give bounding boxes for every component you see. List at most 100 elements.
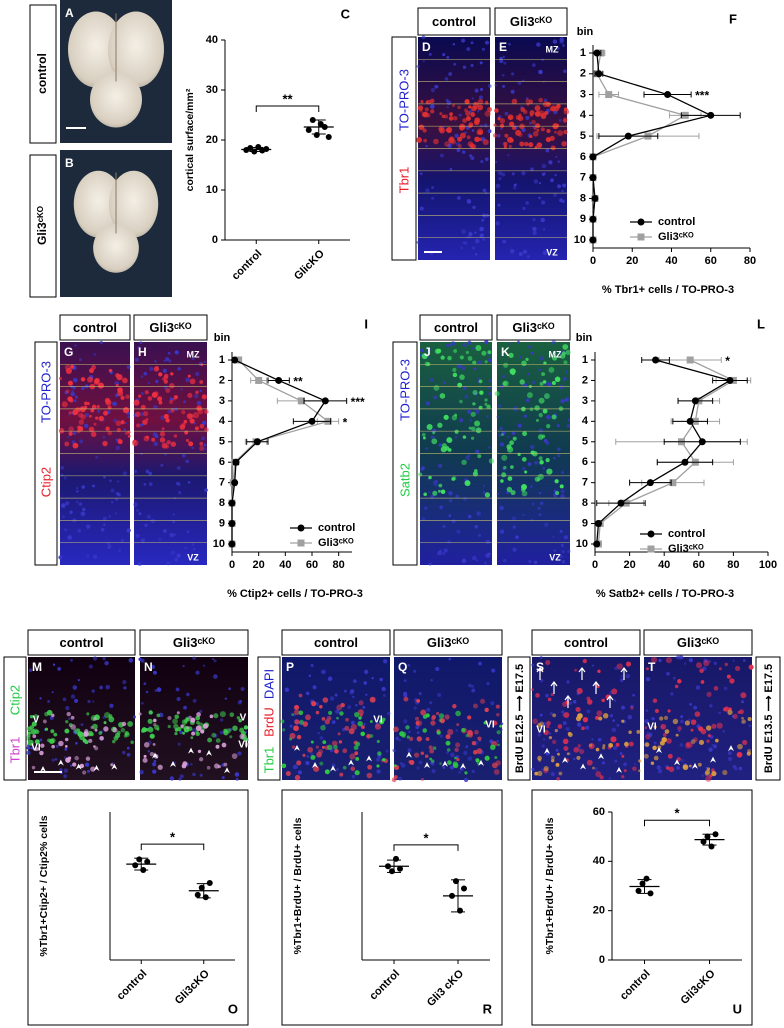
- cell: [484, 398, 488, 402]
- cell: [213, 674, 218, 679]
- cell: [60, 466, 65, 470]
- cell: [519, 379, 525, 385]
- cell: [419, 109, 423, 113]
- cell: [495, 183, 501, 189]
- cell: [414, 752, 420, 758]
- cell: [713, 661, 717, 665]
- cell: [450, 752, 455, 758]
- cell: [112, 727, 118, 733]
- layer-label: VI: [485, 720, 495, 731]
- cell: [487, 350, 492, 355]
- cell: [115, 383, 119, 387]
- y-tick-label: 7: [219, 477, 225, 489]
- cell: [574, 668, 578, 672]
- cell: [26, 750, 31, 756]
- cell: [183, 705, 187, 710]
- cell: [219, 730, 224, 735]
- cell: [392, 748, 396, 753]
- data-point: [635, 887, 642, 894]
- cell: [525, 201, 530, 205]
- cell: [698, 726, 704, 732]
- cell: [369, 720, 373, 723]
- cell: [645, 677, 650, 681]
- cell: [556, 777, 560, 781]
- y-tick-label: 1: [219, 354, 225, 366]
- cell: [460, 246, 463, 250]
- cell: [470, 411, 476, 417]
- cell: [559, 554, 563, 558]
- cell: [63, 768, 69, 773]
- data-point: [255, 376, 263, 384]
- cell: [80, 511, 86, 517]
- cell: [299, 719, 305, 725]
- cell: [184, 546, 188, 550]
- cell: [78, 358, 82, 362]
- cell: [124, 431, 128, 435]
- cell: [240, 686, 245, 691]
- cell: [555, 155, 558, 159]
- cell: [123, 686, 127, 690]
- cell: [331, 720, 336, 725]
- cell: [478, 379, 483, 384]
- cell: [532, 130, 539, 137]
- cell: [521, 457, 527, 462]
- cell: [551, 755, 555, 760]
- cell: [496, 712, 500, 717]
- cell: [484, 360, 488, 364]
- cell: [92, 723, 98, 730]
- cell: [439, 734, 443, 738]
- brain: [73, 170, 124, 238]
- cell: [625, 661, 632, 667]
- legend-label: Gli3ᶜᴷᴼ: [318, 537, 354, 549]
- cell: [376, 769, 381, 774]
- cell: [209, 714, 214, 719]
- cell: [293, 725, 299, 732]
- cell: [148, 471, 153, 476]
- cell: [74, 728, 80, 734]
- cell: [510, 489, 516, 496]
- cell: [473, 468, 478, 473]
- cell: [567, 731, 572, 736]
- cell: [310, 752, 314, 756]
- cell: [556, 47, 560, 50]
- cell: [456, 529, 461, 534]
- cell: [143, 682, 147, 686]
- cell: [398, 738, 402, 742]
- cell: [563, 746, 569, 752]
- cell: [153, 366, 160, 372]
- cell: [611, 727, 617, 733]
- cell: [541, 172, 546, 176]
- cell: [180, 724, 184, 728]
- cell: [469, 419, 472, 422]
- x-axis-label: % Satb2+ cells / TO-PRO-3: [596, 588, 734, 600]
- cell: [653, 725, 657, 729]
- cell: [529, 122, 532, 125]
- cell: [74, 344, 77, 347]
- cell: [107, 544, 112, 548]
- cell: [552, 39, 558, 44]
- cell: [163, 373, 169, 379]
- cell: [420, 100, 424, 104]
- stain-label: Satb2: [397, 463, 412, 497]
- cell: [545, 148, 550, 153]
- data-point: [206, 880, 213, 887]
- cell: [361, 725, 365, 729]
- cell: [526, 255, 531, 259]
- cell: [442, 552, 446, 556]
- cell: [650, 761, 655, 765]
- cell: [206, 765, 211, 770]
- cell: [115, 438, 118, 441]
- x-tick-label: 20: [626, 255, 638, 267]
- cell: [566, 680, 570, 684]
- legend-label: control: [658, 216, 695, 228]
- cell: [153, 670, 157, 675]
- cell: [473, 750, 478, 755]
- cell: [343, 689, 347, 693]
- cell: [109, 479, 112, 483]
- cell: [503, 145, 507, 149]
- cell: [452, 103, 456, 107]
- cell: [696, 662, 703, 669]
- cell: [470, 112, 476, 117]
- cell: [429, 104, 435, 109]
- cell: [472, 390, 478, 396]
